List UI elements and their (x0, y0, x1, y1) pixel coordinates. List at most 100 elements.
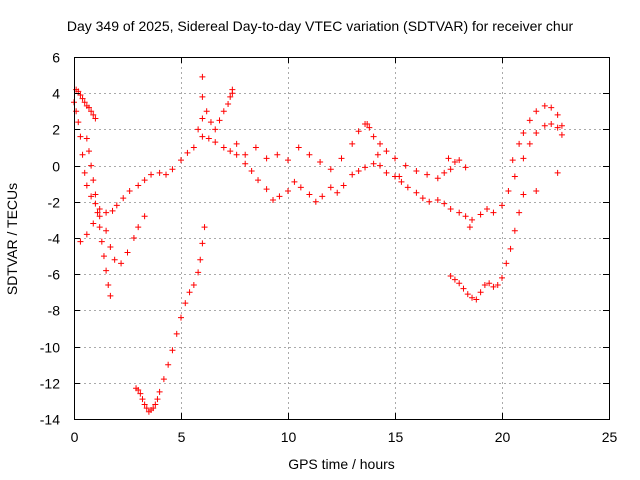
data-point (103, 267, 110, 274)
data-point (445, 155, 452, 162)
data-point (505, 187, 512, 194)
data-point (319, 193, 326, 200)
data-point (79, 95, 86, 102)
data-point (469, 294, 476, 301)
y-tick-label: -12 (40, 376, 60, 392)
data-point (327, 184, 334, 191)
data-point (481, 282, 488, 289)
data-point (139, 396, 146, 403)
x-tick-label: 5 (178, 429, 186, 445)
trace-descending (83, 135, 114, 299)
data-point (103, 227, 110, 234)
data-point (526, 117, 533, 124)
data-point (152, 401, 159, 408)
data-point (340, 182, 347, 189)
data-point (143, 405, 150, 412)
data-point (111, 256, 118, 263)
data-point (312, 198, 319, 205)
data-point (413, 189, 420, 196)
data-point (169, 347, 176, 354)
data-point (526, 140, 533, 147)
data-point (81, 99, 88, 106)
data-point (464, 291, 471, 298)
data-point (274, 151, 281, 158)
data-point (349, 171, 356, 178)
data-point (456, 280, 463, 287)
data-point (85, 148, 92, 155)
data-point (499, 274, 505, 281)
data-point (90, 177, 97, 184)
data-point (362, 164, 369, 171)
data-point (169, 166, 176, 173)
axis-ticks: 0 5 10 15 20 25 -14 -12 -10 -8 -6 -4 -2 0 2 4 6 (40, 50, 618, 446)
data-point (541, 122, 548, 129)
data-point (499, 202, 505, 209)
data-point (242, 160, 249, 167)
y-tick-label: -10 (40, 340, 60, 356)
data-point (109, 207, 116, 214)
trace-dip (133, 224, 208, 415)
data-point (270, 196, 277, 203)
data-points (71, 73, 565, 415)
data-point (285, 157, 291, 164)
data-point (120, 195, 127, 202)
data-point (494, 282, 501, 289)
data-point (334, 189, 341, 196)
data-point (383, 169, 390, 176)
x-tick-label: 20 (495, 429, 511, 445)
trace-arc (77, 213, 148, 267)
data-point (85, 104, 92, 111)
y-tick-label: -6 (48, 267, 61, 283)
data-point (199, 240, 206, 247)
gridlines (74, 57, 609, 419)
data-point (124, 249, 131, 256)
data-point (511, 227, 518, 234)
data-point (100, 253, 107, 260)
data-point (306, 191, 313, 198)
data-point (160, 376, 167, 383)
data-point (75, 119, 82, 126)
data-point (150, 405, 157, 412)
data-point (441, 169, 448, 176)
data-point (207, 119, 214, 126)
data-point (141, 177, 148, 184)
data-point (520, 191, 527, 198)
data-point (212, 139, 219, 146)
data-point (105, 282, 112, 289)
data-point (77, 133, 84, 140)
data-point (135, 224, 142, 231)
data-point (533, 187, 540, 194)
data-point (203, 108, 210, 115)
data-point (190, 144, 197, 151)
data-point (137, 390, 144, 397)
data-point (396, 173, 403, 180)
data-point (398, 178, 405, 185)
data-point (558, 131, 565, 138)
data-point (141, 401, 148, 408)
data-point (306, 151, 313, 158)
y-tick-label: 2 (52, 122, 60, 138)
data-point (295, 144, 302, 151)
data-point (88, 108, 95, 115)
data-point (447, 273, 454, 280)
data-point (456, 209, 463, 216)
data-point (229, 86, 236, 93)
data-point (197, 256, 204, 263)
data-point (186, 289, 193, 296)
data-point (156, 169, 163, 176)
data-point (338, 155, 345, 162)
data-point (426, 198, 433, 205)
data-point (88, 193, 95, 200)
data-point (199, 93, 206, 100)
data-point (126, 187, 133, 194)
data-point (201, 224, 208, 231)
data-point (199, 73, 206, 80)
data-point (103, 209, 110, 216)
data-point (554, 124, 561, 131)
data-point (554, 111, 561, 118)
data-point (285, 187, 291, 194)
data-point (366, 124, 373, 131)
data-point (291, 178, 298, 185)
data-point (107, 244, 114, 251)
data-point (81, 169, 88, 176)
